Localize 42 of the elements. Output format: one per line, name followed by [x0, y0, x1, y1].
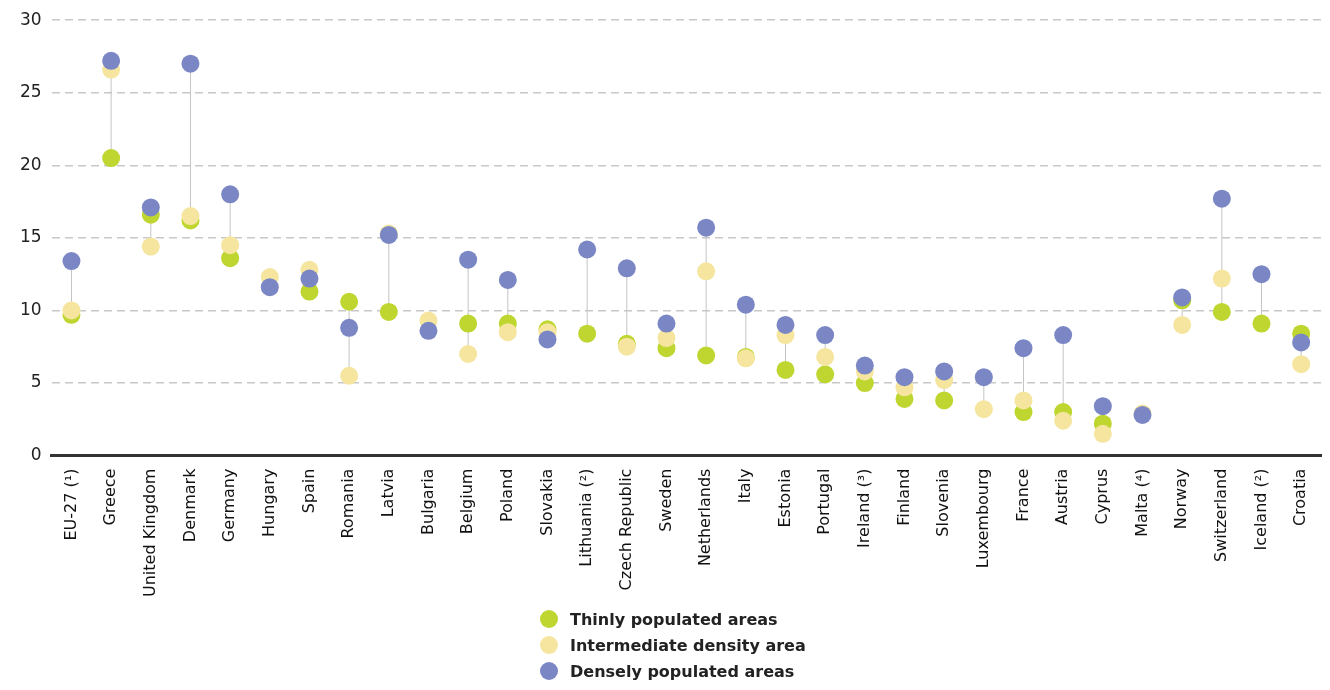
x-tick-label: Spain [298, 468, 318, 514]
x-tick-label: EU-27 (¹) [60, 468, 80, 541]
y-tick-label: 15 [19, 226, 42, 247]
x-tick-label: Latvia [377, 468, 397, 518]
y-tick-label: 5 [30, 371, 42, 392]
x-tick-label: Croatia [1290, 468, 1310, 527]
y-tick-label: 30 [19, 8, 42, 29]
legend-label: Intermediate density area [570, 635, 806, 655]
x-tick-label: Hungary [258, 468, 278, 537]
x-tick-label: Lithuania (²) [576, 468, 596, 567]
x-tick-label: Portugal [814, 468, 834, 535]
x-tick-label: Switzerland [1210, 468, 1230, 562]
x-tick-label: Bulgaria [417, 468, 437, 535]
x-tick-label: Norway [1171, 468, 1191, 530]
x-tick-label: Czech Republic [615, 468, 635, 591]
x-tick-label: Belgium [457, 468, 477, 535]
x-tick-label: Romania [338, 468, 358, 539]
x-tick-label: Greece [100, 468, 120, 526]
x-tick-label: Austria [1052, 468, 1072, 526]
y-tick-label: 10 [19, 298, 42, 319]
x-tick-label: Slovenia [933, 468, 953, 537]
y-tick-label: 20 [19, 153, 42, 174]
y-tick-label: 25 [19, 81, 42, 102]
legend-label: Densely populated areas [570, 661, 795, 681]
x-tick-label: Italy [734, 468, 754, 504]
x-tick-label: Malta (⁴) [1131, 468, 1151, 537]
x-tick-label: Slovakia [536, 468, 556, 536]
x-tick-label: Estonia [774, 468, 794, 528]
x-tick-label: Finland [893, 468, 913, 526]
x-tick-label: Sweden [655, 468, 675, 532]
x-tick-label: Luxembourg [972, 468, 992, 569]
x-tick-label: Cyprus [1091, 468, 1111, 525]
x-tick-label: Netherlands [695, 468, 715, 567]
x-tick-label: Denmark [179, 467, 199, 543]
x-tick-label: France [1012, 468, 1032, 522]
y-tick-label: 0 [30, 444, 42, 464]
x-tick-label: Iceland (²) [1250, 468, 1270, 551]
x-tick-label: Ireland (³) [853, 468, 873, 548]
x-tick-label: Germany [219, 468, 239, 543]
x-tick-label: United Kingdom [139, 468, 159, 597]
legend-label: Thinly populated areas [570, 609, 778, 629]
x-tick-label: Poland [496, 468, 516, 522]
